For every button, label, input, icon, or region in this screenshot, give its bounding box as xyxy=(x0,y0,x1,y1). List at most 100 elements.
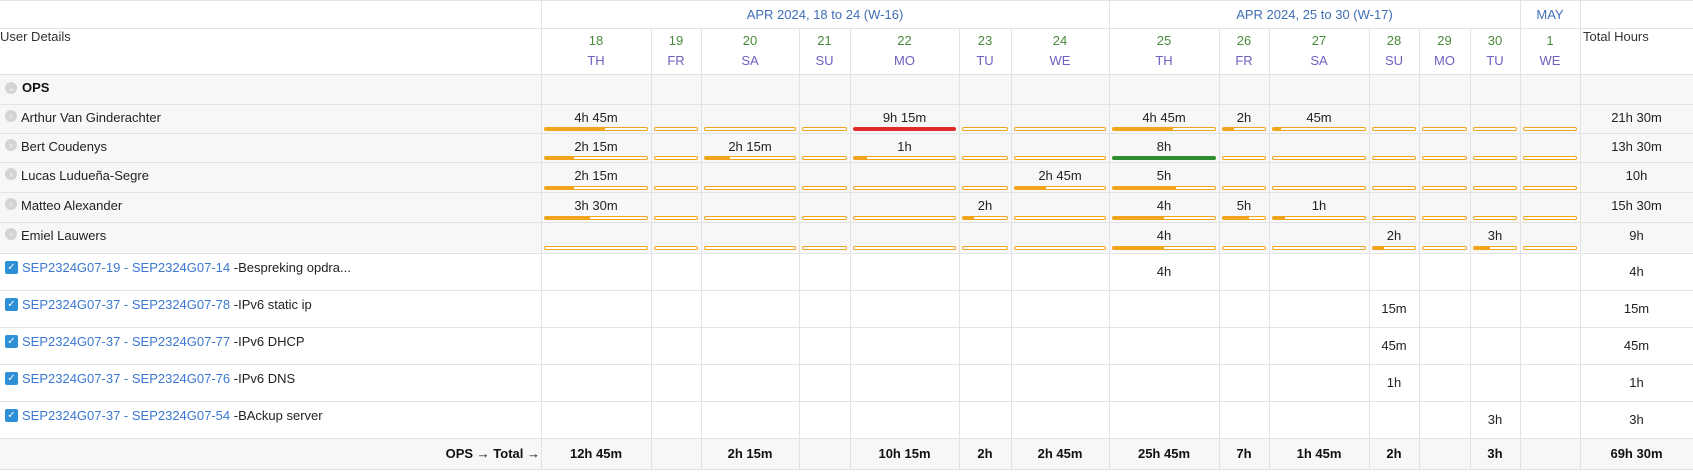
task-link[interactable]: SEP2324G07-37 - SEP2324G07-77 xyxy=(22,334,231,349)
capacity-bar xyxy=(853,156,956,160)
hours-cell[interactable]: 3h xyxy=(1487,228,1503,243)
day-number: 29 xyxy=(1437,33,1452,48)
capacity-bar xyxy=(1014,186,1106,190)
user-name[interactable]: Bert Coudenys xyxy=(21,139,107,154)
capacity-bar xyxy=(1523,246,1577,250)
user-name[interactable]: Lucas Ludueña-Segre xyxy=(21,168,149,183)
task-hours-cell[interactable]: 45m xyxy=(1381,338,1407,353)
capacity-bar xyxy=(1272,216,1366,220)
hours-cell[interactable]: 45m xyxy=(1306,110,1332,125)
capacity-bar xyxy=(962,156,1008,160)
day-weekday: SA xyxy=(1310,53,1328,68)
task-link[interactable]: SEP2324G07-37 - SEP2324G07-54 xyxy=(22,408,231,423)
day-number: 21 xyxy=(817,33,832,48)
hours-cell[interactable]: 2h 15m xyxy=(728,139,772,154)
task-link[interactable]: SEP2324G07-37 - SEP2324G07-78 xyxy=(22,297,231,312)
capacity-bar xyxy=(802,216,847,220)
day-weekday: SA xyxy=(741,53,759,68)
capacity-fill xyxy=(1273,128,1282,130)
hours-cell[interactable]: 2h 15m xyxy=(574,168,618,183)
row-divider xyxy=(0,192,1693,193)
task-hours-cell[interactable]: 3h xyxy=(1487,412,1503,427)
capacity-bar xyxy=(704,156,796,160)
column-divider xyxy=(651,28,652,469)
capacity-bar xyxy=(802,156,847,160)
hours-cell[interactable]: 2h xyxy=(1236,110,1252,125)
user-name[interactable]: Emiel Lauwers xyxy=(21,228,107,243)
capacity-fill xyxy=(545,128,606,130)
capacity-fill xyxy=(1273,217,1285,219)
column-divider xyxy=(959,28,960,469)
column-divider xyxy=(1470,28,1471,469)
hours-cell[interactable]: 5h xyxy=(1156,168,1172,183)
hours-cell[interactable]: 9h 15m xyxy=(882,110,927,125)
hours-cell[interactable]: 2h 15m xyxy=(574,139,618,154)
expand-chevron-icon[interactable]: › xyxy=(5,168,17,180)
capacity-bar xyxy=(1112,216,1216,220)
hours-cell[interactable]: 4h 45m xyxy=(1142,110,1186,125)
hours-cell[interactable]: 8h xyxy=(1156,139,1172,154)
task-total: 4h xyxy=(1629,264,1644,279)
day-number: 28 xyxy=(1386,33,1402,48)
capacity-bar xyxy=(1372,127,1416,131)
task-link[interactable]: SEP2324G07-37 - SEP2324G07-76 xyxy=(22,371,231,386)
task-label: SEP2324G07-37 - SEP2324G07-54 -BAckup se… xyxy=(22,408,323,423)
hours-cell[interactable]: 2h 45m xyxy=(1038,168,1082,183)
day-number: 20 xyxy=(742,33,758,48)
column-divider xyxy=(1269,28,1270,469)
group-row xyxy=(0,74,1693,104)
hours-cell[interactable]: 2h xyxy=(977,198,993,213)
hours-cell[interactable]: 4h 45m xyxy=(574,110,618,125)
task-label: SEP2324G07-37 - SEP2324G07-76 -IPv6 DNS xyxy=(22,371,295,386)
hours-cell[interactable]: 5h xyxy=(1236,198,1252,213)
row-divider xyxy=(0,438,1693,439)
hours-cell[interactable]: 2h xyxy=(1386,228,1402,243)
hours-cell[interactable]: 1h xyxy=(897,139,912,154)
week-header: APR 2024, 25 to 30 (W-17) xyxy=(1236,7,1393,22)
expand-chevron-icon[interactable]: › xyxy=(5,139,17,151)
task-link[interactable]: SEP2324G07-19 - SEP2324G07-14 xyxy=(22,260,231,275)
capacity-bar xyxy=(544,246,648,250)
checkbox-checked-icon[interactable]: ✓ xyxy=(5,372,18,385)
row-divider xyxy=(0,222,1693,223)
expand-chevron-icon[interactable]: › xyxy=(5,228,17,240)
row-divider xyxy=(0,28,1693,29)
user-name[interactable]: Arthur Van Ginderachter xyxy=(21,110,161,125)
hours-cell[interactable]: 1h xyxy=(1311,198,1327,213)
row-divider xyxy=(0,327,1693,328)
task-hours-cell[interactable]: 4h xyxy=(1156,264,1172,279)
capacity-fill xyxy=(963,217,974,219)
day-total: 12h 45m xyxy=(569,446,623,461)
checkbox-checked-icon[interactable]: ✓ xyxy=(5,335,18,348)
day-number: 18 xyxy=(588,33,604,48)
capacity-bar xyxy=(1473,246,1517,250)
capacity-bar xyxy=(1473,127,1517,131)
expand-chevron-icon[interactable]: › xyxy=(5,110,17,122)
checkbox-checked-icon[interactable]: ✓ xyxy=(5,298,18,311)
task-hours-cell[interactable]: 1h xyxy=(1386,375,1402,390)
task-description: -Bespreking opdra... xyxy=(230,260,351,275)
hours-cell[interactable]: 4h xyxy=(1156,198,1172,213)
capacity-bar xyxy=(654,186,698,190)
capacity-fill xyxy=(1113,247,1164,249)
collapse-chevron-icon[interactable]: ⌄ xyxy=(5,82,17,94)
user-name[interactable]: Matteo Alexander xyxy=(21,198,123,213)
capacity-bar xyxy=(1473,156,1517,160)
hours-cell[interactable]: 3h 30m xyxy=(574,198,618,213)
hours-cell[interactable]: 4h xyxy=(1156,228,1172,243)
task-hours-cell[interactable]: 15m xyxy=(1381,301,1407,316)
capacity-fill xyxy=(545,157,574,159)
capacity-bar xyxy=(802,246,847,250)
capacity-bar xyxy=(1222,216,1266,220)
capacity-bar xyxy=(1222,156,1266,160)
capacity-fill xyxy=(1113,187,1177,189)
checkbox-checked-icon[interactable]: ✓ xyxy=(5,261,18,274)
day-total: 7h xyxy=(1236,446,1252,461)
capacity-bar xyxy=(1112,246,1216,250)
column-divider xyxy=(1369,28,1370,469)
expand-chevron-icon[interactable]: › xyxy=(5,198,17,210)
day-weekday: SU xyxy=(1384,53,1404,68)
checkbox-checked-icon[interactable]: ✓ xyxy=(5,409,18,422)
capacity-bar xyxy=(654,156,698,160)
capacity-bar xyxy=(1422,186,1467,190)
